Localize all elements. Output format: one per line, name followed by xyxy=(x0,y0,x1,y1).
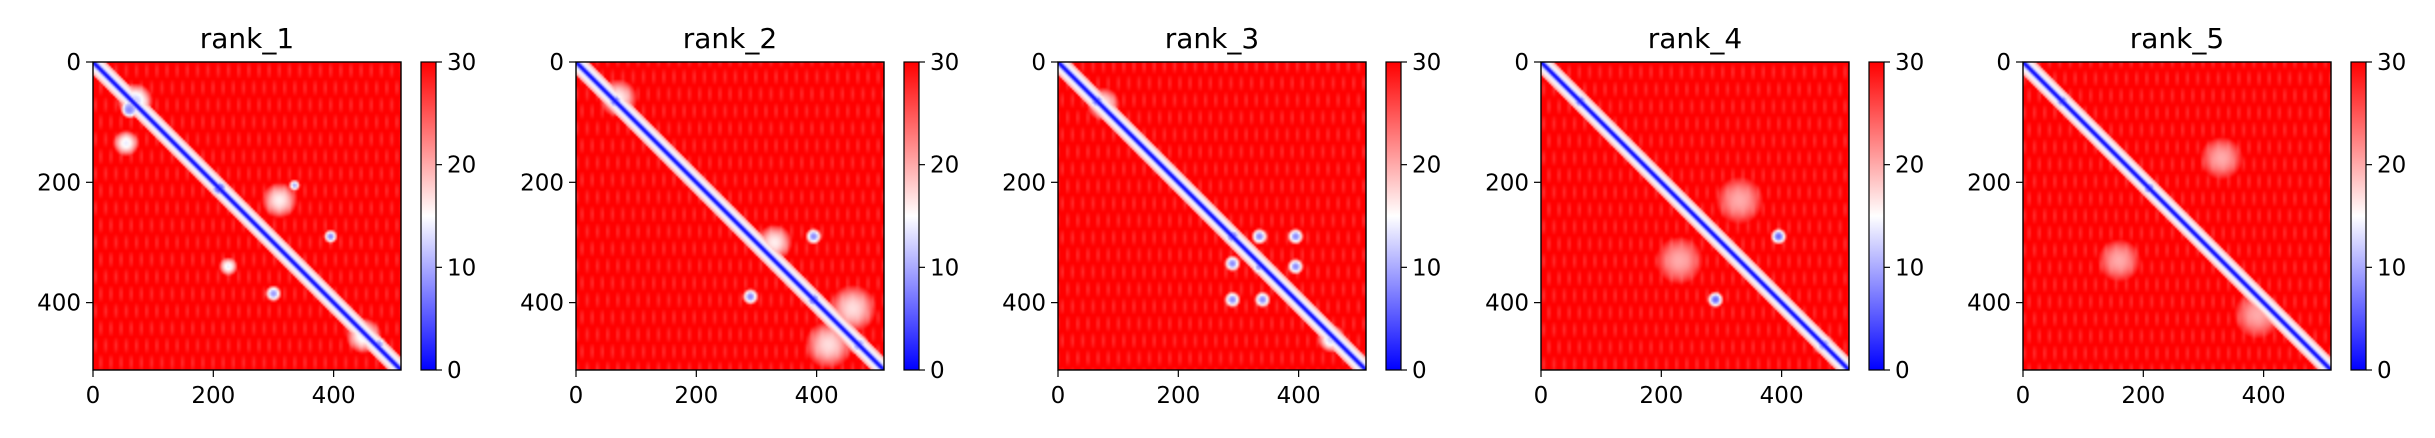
y-tick-label: 400 xyxy=(1485,291,1529,317)
colorbar xyxy=(1868,61,1885,371)
y-tick-label: 400 xyxy=(520,291,564,317)
y-tick-label: 0 xyxy=(1031,50,1046,76)
x-tick-label: 200 xyxy=(674,383,718,409)
heatmap-frame xyxy=(1057,61,1367,371)
chart-title: rank_4 xyxy=(1648,22,1742,55)
y-tick-label: 0 xyxy=(66,50,81,76)
colorbar-tick-label: 10 xyxy=(1895,255,1924,281)
heatmap-frame xyxy=(2022,61,2332,371)
y-tick-label: 0 xyxy=(1996,50,2011,76)
heatmap-image xyxy=(1541,62,1849,370)
colorbar-tick-label: 20 xyxy=(2377,153,2406,179)
x-tick-label: 0 xyxy=(2016,383,2031,409)
heatmap-image xyxy=(93,62,401,370)
colorbar xyxy=(420,61,437,371)
colorbar-tick-label: 10 xyxy=(2377,255,2406,281)
x-tick-label: 0 xyxy=(1051,383,1066,409)
colorbar-tick-label: 10 xyxy=(447,255,476,281)
x-tick-label: 200 xyxy=(1639,383,1683,409)
heatmap-image xyxy=(2023,62,2331,370)
chart-title: rank_5 xyxy=(2130,22,2224,55)
y-tick-label: 200 xyxy=(520,170,564,196)
heatmap-frame xyxy=(575,61,885,371)
y-tick-label: 200 xyxy=(1967,170,2011,196)
y-tick-label: 200 xyxy=(37,170,81,196)
x-tick-label: 200 xyxy=(2121,383,2165,409)
colorbar xyxy=(903,61,920,371)
y-tick-label: 200 xyxy=(1485,170,1529,196)
colorbar-tick-label: 0 xyxy=(930,358,945,384)
heatmap-frame xyxy=(1540,61,1850,371)
colorbar-tick-label: 0 xyxy=(447,358,462,384)
colorbar-tick-label: 0 xyxy=(2377,358,2392,384)
heatmap-image xyxy=(576,62,884,370)
x-tick-label: 200 xyxy=(1156,383,1200,409)
colorbar xyxy=(1385,61,1402,371)
x-tick-label: 400 xyxy=(1760,383,1804,409)
x-tick-label: 0 xyxy=(569,383,584,409)
colorbar-tick-label: 20 xyxy=(1412,153,1441,179)
x-tick-label: 400 xyxy=(2242,383,2286,409)
x-tick-label: 200 xyxy=(191,383,235,409)
colorbar-tick-label: 20 xyxy=(1895,153,1924,179)
x-tick-label: 0 xyxy=(1534,383,1549,409)
chart-title: rank_3 xyxy=(1165,22,1259,55)
y-tick-label: 400 xyxy=(1967,291,2011,317)
heatmap-image xyxy=(1058,62,1366,370)
colorbar-tick-label: 10 xyxy=(1412,255,1441,281)
colorbar-tick-label: 30 xyxy=(447,50,476,76)
colorbar-tick-label: 20 xyxy=(447,153,476,179)
colorbar-tick-label: 0 xyxy=(1412,358,1427,384)
colorbar-tick-label: 30 xyxy=(1895,50,1924,76)
x-tick-label: 400 xyxy=(795,383,839,409)
colorbar-tick-label: 20 xyxy=(930,153,959,179)
colorbar-tick-label: 30 xyxy=(930,50,959,76)
colorbar-tick-label: 30 xyxy=(2377,50,2406,76)
x-tick-label: 400 xyxy=(312,383,356,409)
colorbar-tick-label: 30 xyxy=(1412,50,1441,76)
y-tick-label: 0 xyxy=(549,50,564,76)
colorbar xyxy=(2350,61,2367,371)
y-tick-label: 400 xyxy=(37,291,81,317)
y-tick-label: 0 xyxy=(1514,50,1529,76)
heatmap-frame xyxy=(92,61,402,371)
y-tick-label: 400 xyxy=(1002,291,1046,317)
x-tick-label: 400 xyxy=(1277,383,1321,409)
colorbar-tick-label: 10 xyxy=(930,255,959,281)
y-tick-label: 200 xyxy=(1002,170,1046,196)
colorbar-tick-label: 0 xyxy=(1895,358,1910,384)
chart-title: rank_2 xyxy=(683,22,777,55)
chart-title: rank_1 xyxy=(200,22,294,55)
x-tick-label: 0 xyxy=(86,383,101,409)
